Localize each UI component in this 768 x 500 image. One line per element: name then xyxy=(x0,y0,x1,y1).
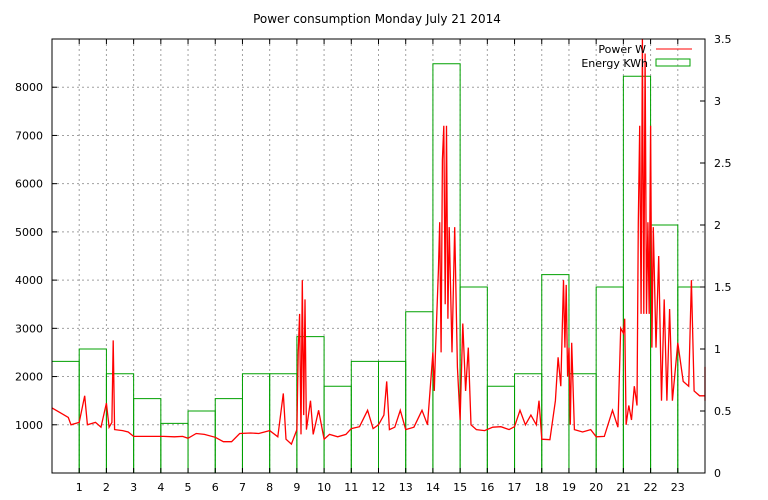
energy-step xyxy=(514,373,543,473)
energy-step xyxy=(187,410,216,473)
y-right-tick-label: 3 xyxy=(714,95,721,108)
x-axis-ticks: 1 2 3 4 5 6 7 8 9 10 11 12 13 14 15 16 17 18 19 20 21 22 23 xyxy=(76,39,685,494)
x-tick-label: 6 xyxy=(212,481,219,494)
x-tick-label: 23 xyxy=(671,481,685,494)
legend: Power W Energy KWh xyxy=(581,43,692,70)
y-left-tick-label: 4000 xyxy=(15,274,43,287)
energy-step xyxy=(241,373,271,473)
legend-power-label: Power W xyxy=(598,43,646,56)
x-tick-label: 5 xyxy=(185,481,192,494)
y-right-tick-label: 2 xyxy=(714,219,721,232)
y-left-axis-ticks: 1000 2000 3000 4000 5000 6000 7000 8000 xyxy=(15,81,57,432)
legend-energy-swatch xyxy=(655,58,691,67)
x-tick-label: 4 xyxy=(157,481,164,494)
energy-step xyxy=(269,373,298,473)
x-tick-label: 10 xyxy=(317,481,331,494)
chart-title: Power consumption Monday July 21 2014 xyxy=(253,12,501,26)
x-tick-label: 11 xyxy=(344,481,358,494)
x-tick-label: 21 xyxy=(616,481,630,494)
energy-step xyxy=(432,63,461,473)
y-right-tick-label: 1.5 xyxy=(714,281,732,294)
y-right-tick-label: 0.5 xyxy=(714,405,732,418)
energy-step xyxy=(214,398,243,473)
energy-step xyxy=(105,373,135,473)
x-tick-label: 17 xyxy=(508,481,522,494)
x-tick-label: 2 xyxy=(103,481,110,494)
x-tick-label: 3 xyxy=(130,481,137,494)
legend-energy-label: Energy KWh xyxy=(581,57,648,70)
y-left-tick-label: 5000 xyxy=(15,226,43,239)
power-line xyxy=(51,38,706,446)
energy-step xyxy=(160,422,189,473)
y-left-tick-label: 6000 xyxy=(15,178,43,191)
x-tick-label: 19 xyxy=(562,481,576,494)
y-right-tick-label: 1 xyxy=(714,343,721,356)
energy-step xyxy=(541,274,570,473)
x-tick-label: 7 xyxy=(239,481,246,494)
y-right-tick-label: 3.5 xyxy=(714,33,732,46)
y-right-axis-ticks: 0 0.5 1 1.5 2 2.5 3 3.5 xyxy=(700,33,732,480)
energy-step xyxy=(323,385,352,473)
x-tick-label: 22 xyxy=(644,481,658,494)
y-right-tick-label: 0 xyxy=(714,467,721,480)
x-tick-label: 18 xyxy=(535,481,549,494)
x-tick-label: 20 xyxy=(589,481,603,494)
y-left-tick-label: 7000 xyxy=(15,129,43,142)
x-tick-label: 8 xyxy=(266,481,273,494)
energy-step xyxy=(405,311,434,473)
y-left-tick-label: 8000 xyxy=(15,81,43,94)
x-tick-label: 15 xyxy=(453,481,467,494)
x-tick-label: 1 xyxy=(76,481,83,494)
y-left-tick-label: 2000 xyxy=(15,371,43,384)
y-right-tick-label: 2.5 xyxy=(714,157,732,170)
y-left-tick-label: 1000 xyxy=(15,419,43,432)
power-series xyxy=(51,38,706,446)
energy-step xyxy=(459,286,488,473)
x-tick-label: 9 xyxy=(293,481,300,494)
energy-step xyxy=(677,286,706,473)
energy-step xyxy=(78,348,107,473)
energy-step xyxy=(51,360,80,473)
x-tick-label: 13 xyxy=(399,481,413,494)
x-tick-label: 14 xyxy=(426,481,440,494)
x-tick-label: 12 xyxy=(372,481,386,494)
y-left-tick-label: 3000 xyxy=(15,322,43,335)
x-tick-label: 16 xyxy=(480,481,494,494)
